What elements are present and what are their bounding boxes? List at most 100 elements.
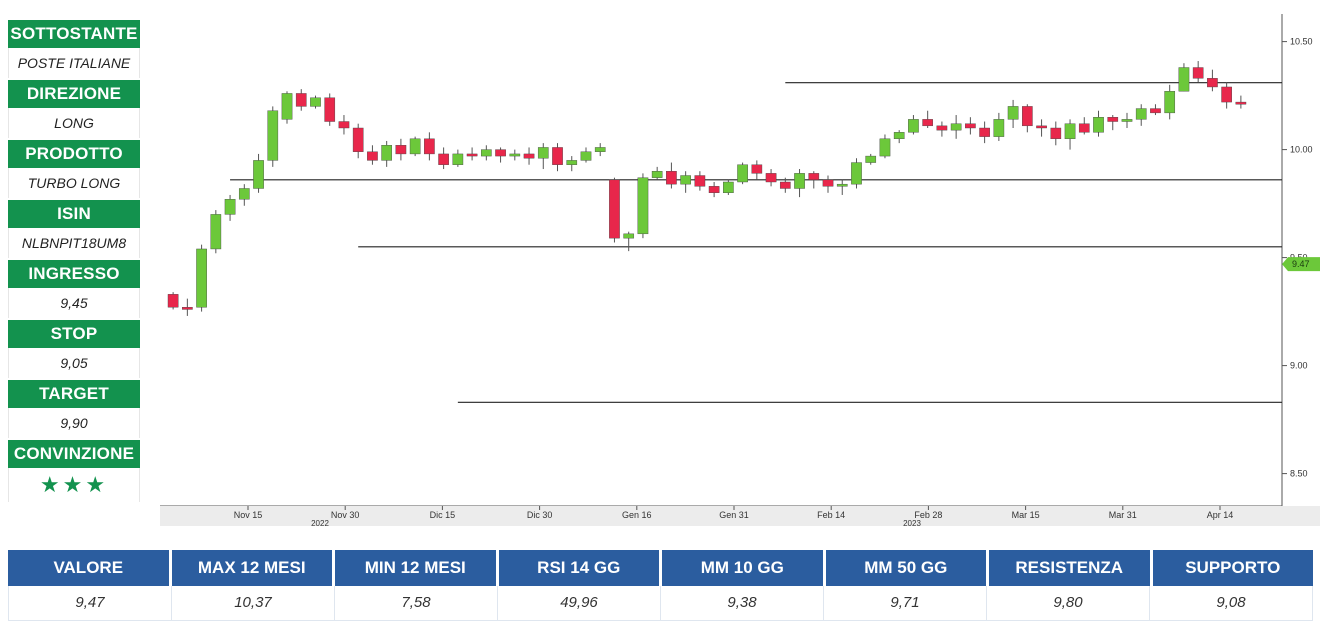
candle-body (395, 145, 407, 155)
candle-body (594, 147, 606, 152)
candle-body (680, 175, 691, 185)
sidebar-label: DIREZIONE (8, 80, 140, 108)
stats-value-row: 9,47 10,37 7,58 49,96 9,38 9,71 9,80 9,08 (8, 586, 1313, 621)
candle-body (1107, 116, 1119, 122)
candle-body (253, 160, 264, 189)
candle-body (1007, 106, 1019, 120)
stats-header-cell: MIN 12 MESI (335, 550, 496, 586)
candle-body (424, 138, 435, 155)
conviction-stars: ★★★ (8, 468, 140, 502)
candle-body (224, 199, 236, 215)
candle-body (893, 132, 905, 139)
stats-value-cell: 49,96 (498, 586, 661, 621)
candle-body (1050, 127, 1062, 140)
x-axis-band (160, 506, 1320, 526)
sidebar-value: 9,45 (8, 288, 140, 318)
trade-info-panel: SOTTOSTANTE POSTE ITALIANE DIREZIONE LONG PR… (8, 18, 140, 502)
stats-value-cell: 9,80 (987, 586, 1150, 621)
candle-body (765, 173, 777, 183)
candle-body (1221, 86, 1232, 103)
candle-body (708, 186, 720, 194)
candle-body (979, 127, 990, 137)
candle-body (1093, 116, 1104, 133)
candle-body (851, 162, 862, 185)
candle-body (637, 177, 649, 235)
stats-header-cell: RESISTENZA (989, 550, 1150, 586)
candle-body (537, 147, 549, 159)
candle-body (182, 307, 193, 310)
candle-body (836, 183, 848, 187)
sidebar-value: POSTE ITALIANE (8, 48, 140, 78)
candle-body (865, 155, 877, 163)
last-price-label: 9.47 (1292, 259, 1310, 269)
y-tick-label: 8.50 (1290, 469, 1308, 479)
x-tick-label: Mar 31 (1109, 510, 1137, 520)
candle-body (936, 125, 948, 131)
x-tick-label: Gen 31 (719, 510, 749, 520)
stats-header-cell: MM 50 GG (825, 550, 986, 586)
plot-area (160, 20, 1282, 506)
sidebar-value: 9,05 (8, 348, 140, 378)
candle-body (965, 123, 976, 129)
candle-body (950, 123, 962, 131)
stats-value-cell: 7,58 (335, 586, 498, 621)
stats-header-cell: VALORE (8, 550, 169, 586)
candle-body (324, 97, 336, 122)
candle-body (1121, 119, 1133, 122)
sidebar-label: STOP (8, 320, 140, 348)
candle-body (552, 147, 563, 165)
candle-body (466, 153, 478, 157)
candle-body (438, 153, 449, 165)
sidebar-value: NLBNPIT18UM8 (8, 228, 140, 258)
y-tick-label: 9.00 (1290, 361, 1308, 371)
candle-body (609, 179, 620, 239)
stats-header-cell: RSI 14 GG (498, 550, 659, 586)
x-tick-label: Feb 14 (817, 510, 845, 520)
candle-body (367, 151, 378, 161)
candle-body (879, 138, 891, 157)
candle-body (481, 149, 492, 157)
candle-body (1150, 108, 1161, 114)
candle-body (281, 93, 293, 120)
candle-body (993, 119, 1005, 137)
candle-body (381, 145, 392, 161)
candle-body (580, 151, 592, 161)
candle-body (1178, 67, 1190, 92)
candle-body (1235, 101, 1247, 105)
candle-body (210, 214, 222, 250)
candle-body (238, 188, 250, 200)
candle-body (1022, 106, 1033, 127)
candle-body (409, 138, 421, 155)
stats-value-cell: 9,38 (661, 586, 824, 621)
stats-value-cell: 9,47 (8, 586, 172, 621)
x-tick-label: Nov 30 (331, 510, 360, 520)
candle-body (694, 175, 706, 187)
candle-body (723, 181, 734, 194)
candle-body (794, 173, 805, 189)
candle-body (566, 160, 578, 165)
candle-body (310, 97, 321, 107)
candle-body (452, 153, 464, 165)
sidebar-label: INGRESSO (8, 260, 140, 288)
y-tick-label: 10.50 (1290, 37, 1313, 47)
candle-body (922, 119, 933, 127)
x-tick-label: Dic 15 (430, 510, 456, 520)
candle-body (1192, 67, 1204, 79)
x-tick-label: Nov 15 (234, 510, 263, 520)
candle-body (1135, 108, 1147, 120)
candle-body (751, 164, 763, 174)
candle-body (1036, 125, 1047, 129)
candle-body (623, 233, 635, 239)
candle-body (1207, 78, 1218, 88)
stats-value-cell: 9,08 (1150, 586, 1313, 621)
last-price-tag (1282, 257, 1320, 272)
sidebar-value: LONG (8, 108, 140, 138)
candle-body (352, 127, 364, 152)
sidebar-label: SOTTOSTANTE (8, 20, 140, 48)
sidebar-label: CONVINZIONE (8, 440, 140, 468)
candle-body (338, 121, 350, 129)
x-tick-label: Feb 28 (914, 510, 942, 520)
candle-body (822, 179, 834, 187)
candle-body (1164, 91, 1176, 114)
